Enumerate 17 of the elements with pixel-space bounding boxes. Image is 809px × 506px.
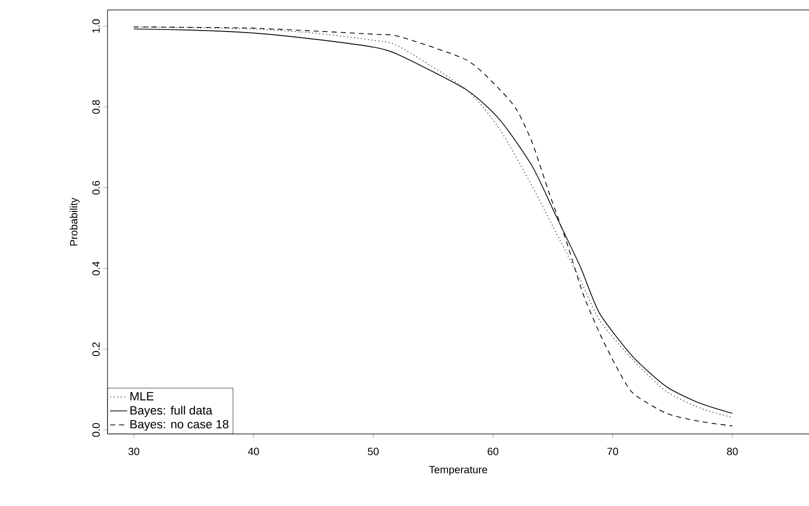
x-tick-label: 70 [607,448,618,456]
y-tick-label: 0.8 [92,100,100,114]
x-axis-title: Temperature [429,466,488,476]
x-tick-label: 50 [368,448,379,456]
y-tick-label: 1.0 [92,19,100,33]
y-tick-label: 0.4 [92,261,100,276]
legend-label: Bayes: no case 18 [130,420,228,431]
x-tick-label: 60 [488,448,498,456]
x-tick-label: 40 [248,448,259,456]
y-axis-title: Probability [70,198,80,246]
y-tick-label: 0.2 [92,342,100,356]
x-tick-label: 80 [727,448,738,456]
legend-label: MLE [130,392,154,400]
y-tick-label: 0.0 [92,423,100,437]
y-tick-label: 0.6 [92,180,100,195]
x-tick-label: 30 [128,448,140,456]
legend-label: Bayes: full data [130,406,212,417]
